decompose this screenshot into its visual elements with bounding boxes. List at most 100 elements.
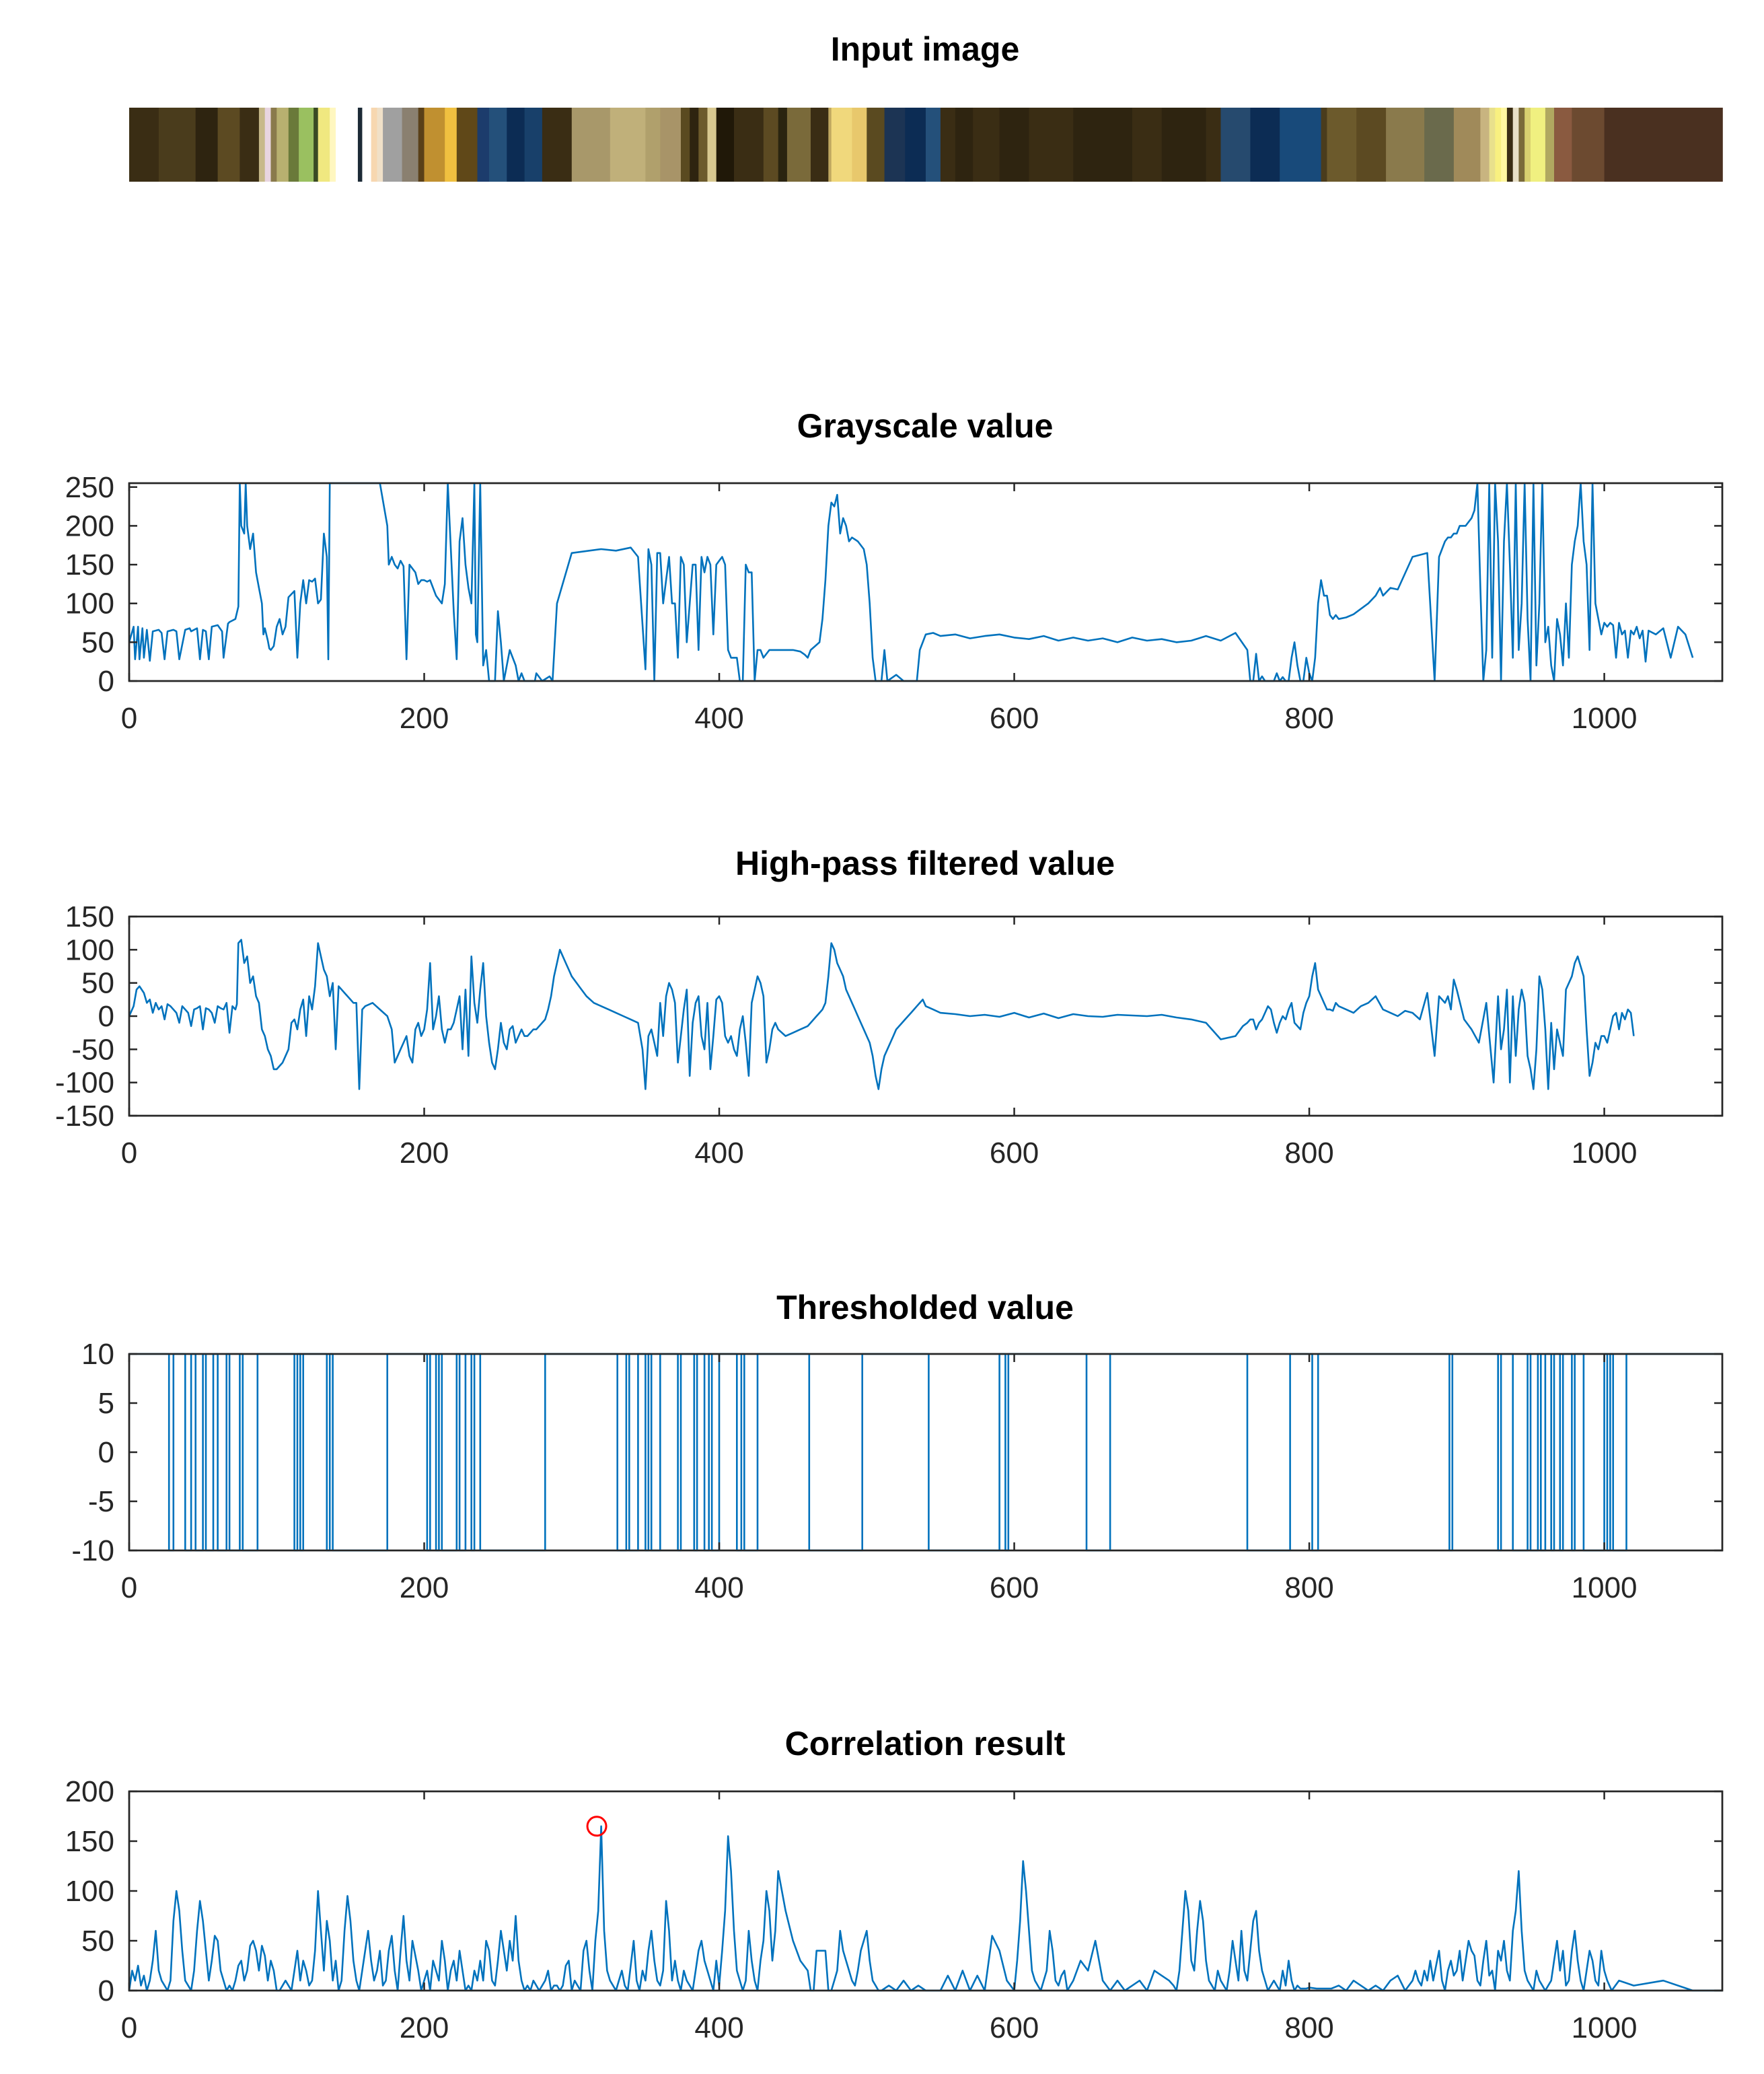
correlation-peak-marker: [586, 1816, 608, 1837]
input-image-band: [973, 108, 1000, 182]
input-image-band: [383, 108, 403, 182]
input-image-band: [1029, 108, 1074, 182]
input-image-band: [1424, 108, 1455, 182]
grayscale-ytick-label: 200: [65, 509, 114, 542]
input-image-band: [1545, 108, 1555, 182]
input-image-strip: [129, 108, 1723, 182]
input-image-band: [763, 108, 779, 182]
input-image-band: [698, 108, 708, 182]
input-image-band: [1512, 108, 1520, 182]
correlation-series-line: [128, 1825, 1722, 1992]
input-image-band: [828, 108, 832, 182]
input-image-band: [1073, 108, 1133, 182]
input-image-band: [318, 108, 330, 182]
correlation-ytick-label: 200: [65, 1775, 114, 1808]
highpass-series-line: [128, 939, 1635, 1090]
input-image-band: [1531, 108, 1546, 182]
input-image-band: [424, 108, 445, 182]
input-image-band: [660, 108, 682, 182]
input-image-band: [1206, 108, 1222, 182]
input-image-band: [1501, 108, 1508, 182]
input-image-band: [1518, 108, 1525, 182]
threshold-xtick-label: 400: [694, 1571, 743, 1604]
grayscale-axes-frame: [128, 482, 1724, 682]
input-image-band: [418, 108, 425, 182]
grayscale-xtick-label: 400: [694, 702, 743, 735]
input-image-band: [1386, 108, 1425, 182]
grayscale-ytick-label: 250: [65, 471, 114, 504]
grayscale-xtick-label: 0: [121, 702, 137, 735]
input-image-band: [507, 108, 525, 182]
grayscale-axes-box: [128, 482, 1724, 682]
input-image-band: [158, 108, 196, 182]
threshold-xtick-label: 800: [1284, 1571, 1333, 1604]
highpass-ytick-label: -150: [55, 1100, 114, 1133]
input-image-band: [129, 108, 159, 182]
highpass-ytick-label: -50: [71, 1033, 114, 1066]
input-image-band: [716, 108, 735, 182]
input-image-band: [377, 108, 383, 182]
highpass-xtick-label: 1000: [1572, 1137, 1638, 1170]
input-image-band: [240, 108, 260, 182]
correlation-axes-box: [128, 1790, 1724, 1992]
correlation-ytick-label: 0: [98, 1974, 114, 2007]
input-image-band: [217, 108, 241, 182]
grayscale-xtick-label: 800: [1284, 702, 1333, 735]
correlation-xtick-label: 600: [990, 2011, 1039, 2044]
input-image-band: [277, 108, 289, 182]
highpass-ytick-label: -100: [55, 1067, 114, 1100]
input-image-band: [1506, 108, 1514, 182]
threshold-ytick-label: 10: [81, 1338, 114, 1371]
correlation-xtick-label: 200: [400, 2011, 449, 2044]
input-image-band: [1489, 108, 1496, 182]
input-image-band: [362, 108, 372, 182]
grayscale-ytick-label: 50: [81, 626, 114, 659]
input-image-band: [445, 108, 457, 182]
highpass-xtick-label: 200: [400, 1137, 449, 1170]
input-image-band: [1132, 108, 1163, 182]
input-image-band: [195, 108, 219, 182]
threshold-title: Thresholded value: [776, 1289, 1074, 1326]
input-image-band: [645, 108, 661, 182]
input-image-title: Input image: [831, 30, 1020, 68]
input-image-band: [477, 108, 490, 182]
input-image-band: [1572, 108, 1605, 182]
threshold-xtick-label: 1000: [1572, 1571, 1638, 1604]
grayscale-xtick-label: 200: [400, 702, 449, 735]
input-image-band: [734, 108, 764, 182]
input-image-band: [1321, 108, 1328, 182]
input-image-band: [955, 108, 973, 182]
input-image-band: [1604, 108, 1723, 182]
input-image-band: [542, 108, 573, 182]
threshold-ytick-label: 0: [98, 1436, 114, 1469]
input-image-band: [786, 108, 811, 182]
input-image-band: [690, 108, 700, 182]
grayscale-ytick-label: 0: [98, 665, 114, 698]
input-image-band: [456, 108, 478, 182]
input-image-band: [681, 108, 690, 182]
threshold-ytick-label: 5: [98, 1387, 114, 1420]
correlation-xtick-label: 400: [694, 2011, 743, 2044]
correlation-xtick-label: 0: [121, 2011, 137, 2044]
input-image-band: [778, 108, 788, 182]
input-image-band: [707, 108, 717, 182]
threshold-xtick-label: 200: [400, 1571, 449, 1604]
highpass-xtick-label: 400: [694, 1137, 743, 1170]
input-image-band: [1250, 108, 1281, 182]
grayscale-series-line: [128, 482, 1694, 682]
highpass-ytick-label: 100: [65, 933, 114, 966]
correlation-xtick-label: 800: [1284, 2011, 1333, 2044]
input-image-band: [1220, 108, 1251, 182]
threshold-axes-box: [128, 1353, 1724, 1552]
grayscale-xtick-label: 600: [990, 702, 1039, 735]
highpass-xtick-label: 0: [121, 1137, 137, 1170]
input-image-band: [1453, 108, 1481, 182]
input-image-band: [1280, 108, 1322, 182]
input-image-band: [371, 108, 378, 182]
input-image-band: [1554, 108, 1573, 182]
correlation-ytick-label: 150: [65, 1825, 114, 1858]
input-image-band: [811, 108, 830, 182]
